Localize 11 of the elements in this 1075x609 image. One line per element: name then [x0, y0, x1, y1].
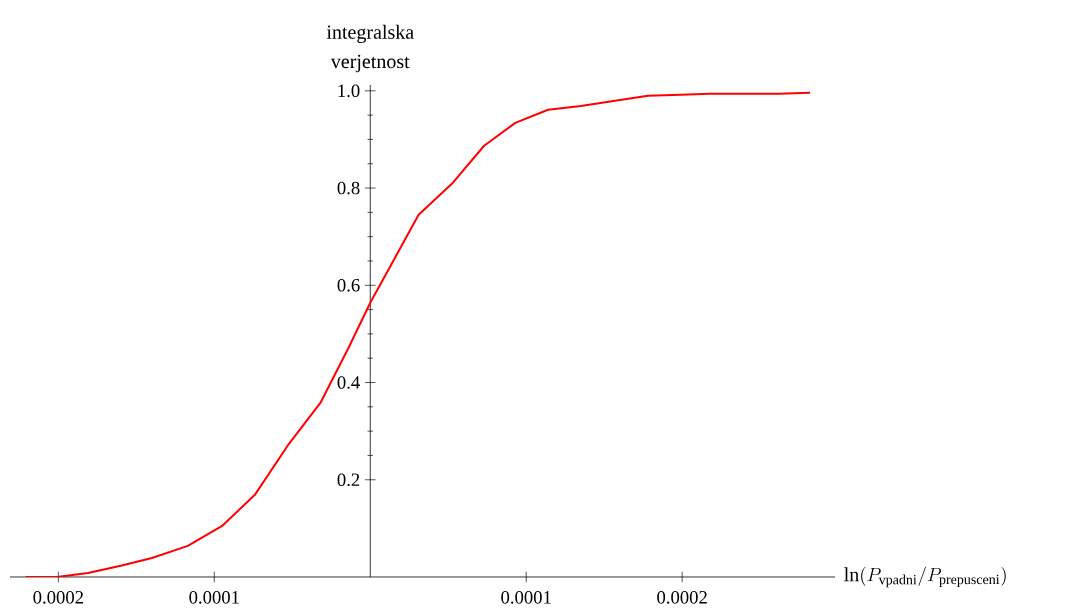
x-tick-label: 0.0001 — [189, 591, 239, 604]
y-tick-label: 1.0 — [338, 84, 360, 98]
y-tick-label: 0.8 — [337, 181, 360, 195]
x-tick-label: 0.0002 — [33, 591, 83, 604]
x-axis-title: $\ln(P_{\mathrm{vpadni}}/P_{\mathrm{prepusceni}})$ — [844, 566, 1006, 588]
y-axis-title: integralska verjetnost — [326, 24, 414, 73]
x-tick-label: 0.0002 — [657, 591, 707, 604]
y-tick-label: 0.6 — [337, 278, 360, 292]
y-tick-label: 0.4 — [337, 376, 360, 389]
x-tick-label: 0.0001 — [501, 591, 551, 604]
y-tick-label: 0.2 — [337, 473, 360, 487]
